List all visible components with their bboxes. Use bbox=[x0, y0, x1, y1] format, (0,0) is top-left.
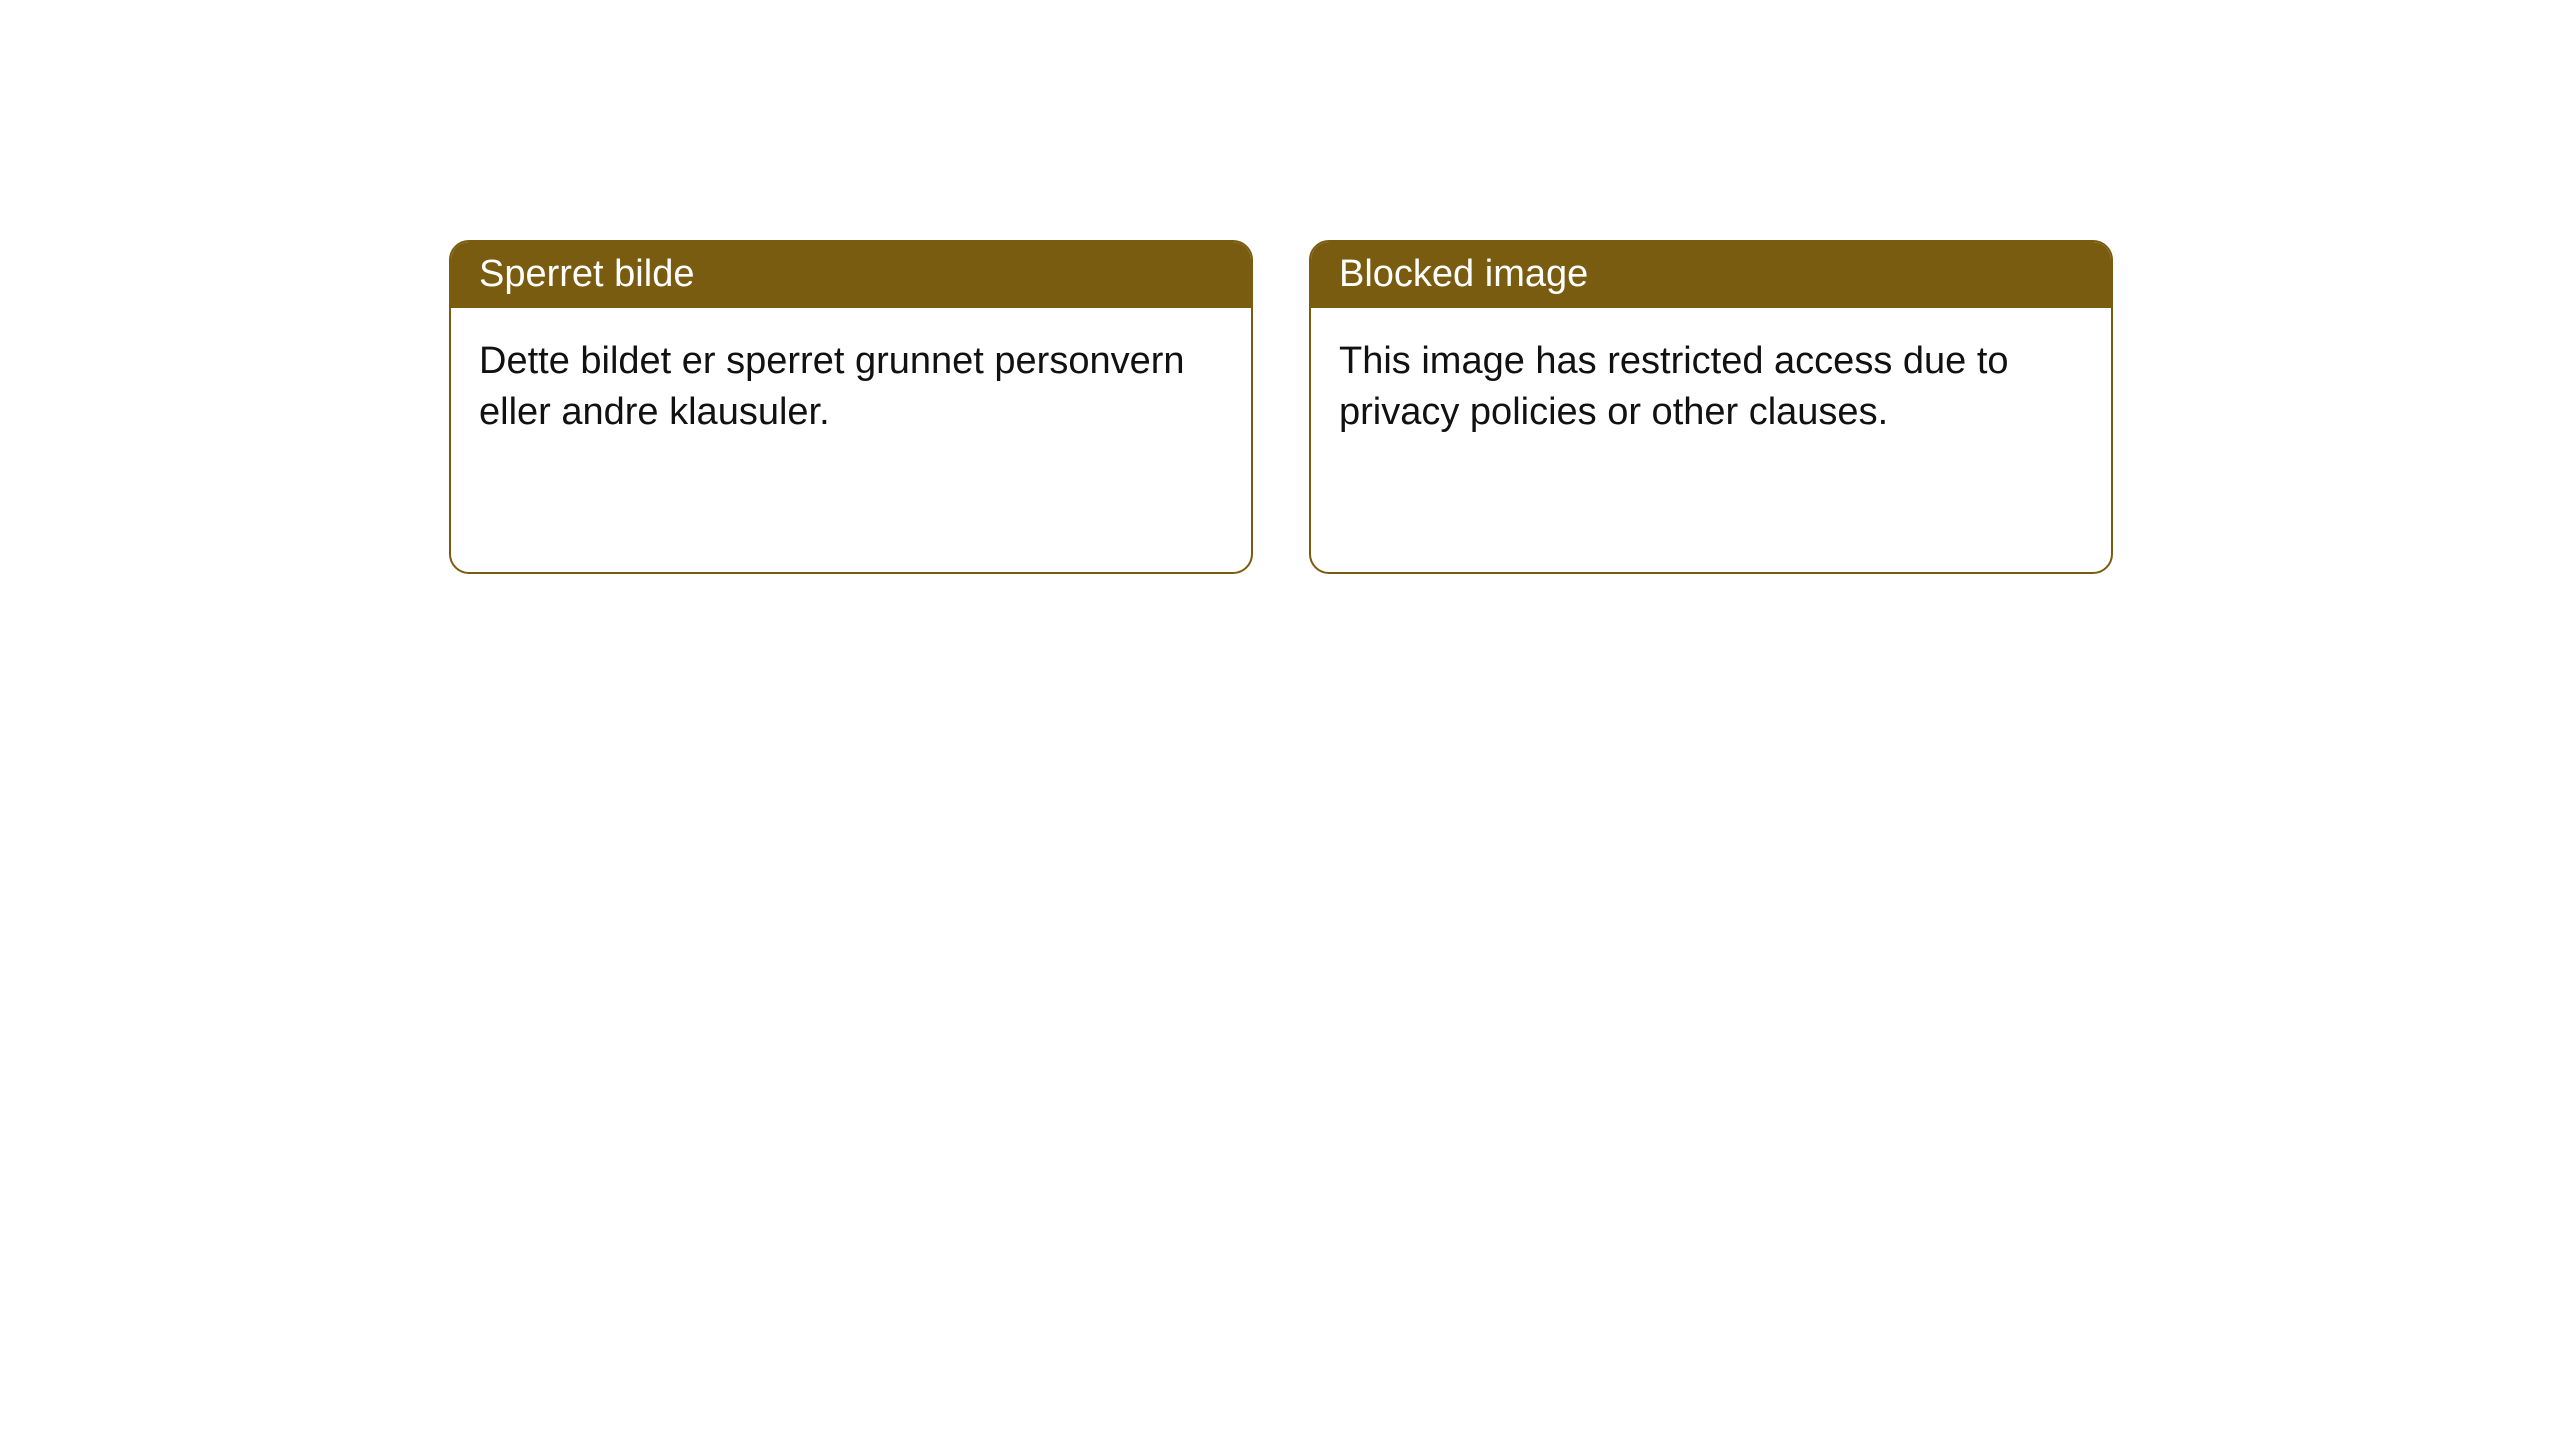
notice-body-en: This image has restricted access due to … bbox=[1311, 308, 2111, 467]
notice-box-no: Sperret bilde Dette bildet er sperret gr… bbox=[449, 240, 1253, 574]
notice-body-no: Dette bildet er sperret grunnet personve… bbox=[451, 308, 1251, 467]
notice-header-en: Blocked image bbox=[1311, 242, 2111, 308]
notices-container: Sperret bilde Dette bildet er sperret gr… bbox=[0, 0, 2560, 574]
notice-header-no: Sperret bilde bbox=[451, 242, 1251, 308]
notice-box-en: Blocked image This image has restricted … bbox=[1309, 240, 2113, 574]
